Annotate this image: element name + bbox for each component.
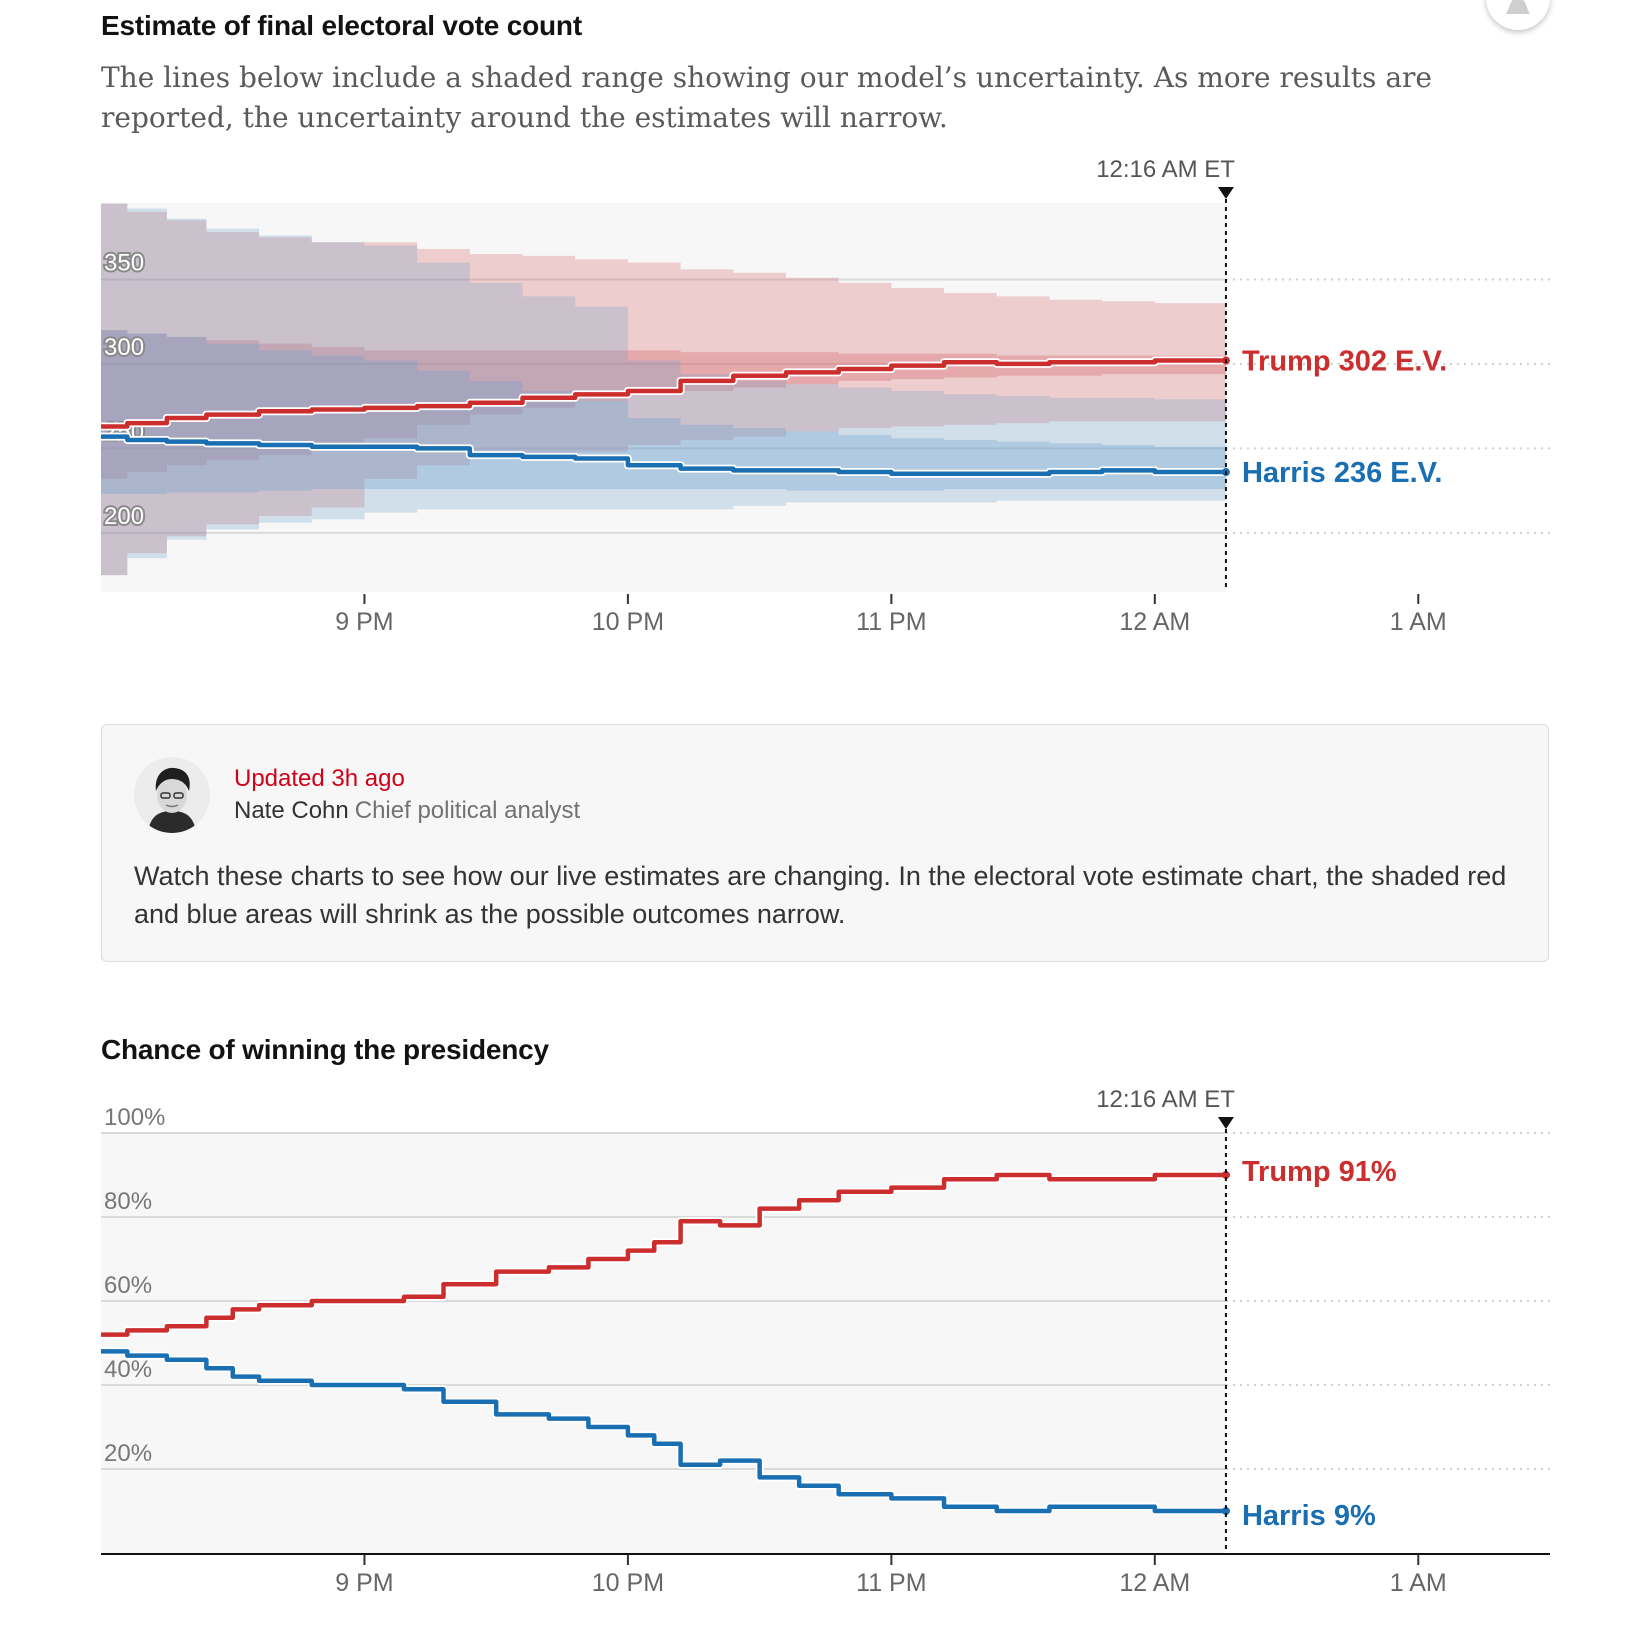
y-tick-label: 100% (104, 1104, 165, 1131)
current-time-arrow (1217, 1117, 1234, 1129)
win-probability-chart: 20% 40% 60% 80% 100% 9 PM 10 PM 11 PM 12 AM 1 AM 1… (101, 1086, 1550, 1597)
x-tick-label: 11 PM (856, 608, 926, 636)
analyst-note: Updated 3h ago Nate Cohn Chief political … (101, 724, 1549, 962)
harris-band-inner (101, 330, 1226, 496)
y-tick-label: 60% (104, 1272, 152, 1299)
current-time-label: 12:16 AM ET (1096, 1086, 1235, 1113)
y-tick-label: 350 (104, 249, 144, 276)
ev-chart-title: Estimate of final electoral vote count (101, 10, 582, 41)
note-body: Watch these charts to see how our live e… (134, 861, 1507, 929)
trump-end-label: Trump 91% (1242, 1156, 1397, 1188)
note-updated: Updated 3h ago (234, 765, 405, 792)
ev-chart-subtitle: The lines below include a shaded range s… (101, 61, 1432, 134)
x-tick-label: 1 AM (1390, 1569, 1447, 1597)
current-time-arrow (1217, 187, 1234, 199)
x-tick-label: 12 AM (1119, 1569, 1190, 1597)
x-tick-label: 10 PM (592, 1569, 664, 1597)
y-tick-label: 300 (104, 334, 144, 361)
avatar (134, 757, 210, 833)
trump-line (101, 1172, 1226, 1337)
harris-band-outer (101, 203, 1226, 587)
y-tick-label: 80% (104, 1188, 152, 1215)
trump-end-label: Trump 302 E.V. (1242, 346, 1447, 378)
x-tick-label: 10 PM (592, 608, 664, 636)
analyst-portrait (134, 757, 210, 833)
x-tick-label: 1 AM (1390, 608, 1447, 636)
trump-line (101, 358, 1226, 429)
win-chart-title: Chance of winning the presidency (101, 1034, 549, 1065)
harris-line (101, 1349, 1226, 1514)
x-tick-label: 9 PM (335, 1569, 393, 1597)
bell-icon (1506, 0, 1530, 14)
trump-band-outer (101, 203, 1226, 592)
harris-end-point (1221, 1507, 1230, 1515)
harris-line (101, 434, 1226, 476)
y-tick-label: 200 (104, 503, 144, 530)
note-byline: Nate Cohn Chief political analyst (234, 797, 580, 825)
plot-background (101, 203, 1226, 592)
x-tick-label: 12 AM (1119, 608, 1190, 636)
trump-end-point (1221, 1171, 1230, 1179)
x-tick-label: 9 PM (335, 608, 393, 636)
harris-end-label: Harris 236 E.V. (1242, 457, 1442, 489)
harris-end-label: Harris 9% (1242, 1500, 1376, 1532)
note-author[interactable]: Nate Cohn (234, 797, 349, 824)
y-tick-label: 20% (104, 1440, 152, 1467)
alert-button[interactable] (1486, 0, 1550, 30)
current-time-label: 12:16 AM ET (1096, 160, 1235, 183)
x-tick-label: 11 PM (856, 1569, 926, 1597)
y-tick-label: 40% (104, 1356, 152, 1383)
plot-background (101, 1133, 1226, 1553)
note-role: Chief political analyst (354, 797, 581, 824)
